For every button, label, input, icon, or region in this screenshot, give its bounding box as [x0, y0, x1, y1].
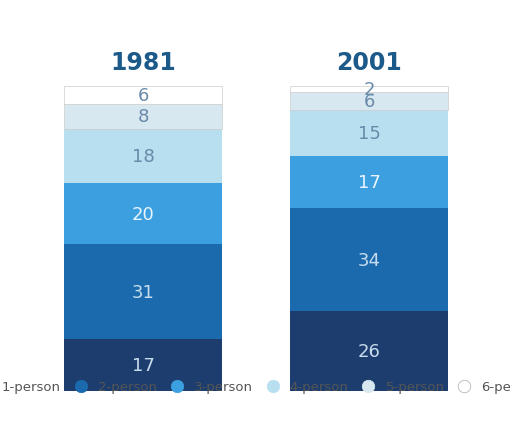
Text: 8: 8 [137, 108, 148, 126]
Text: 34: 34 [357, 251, 380, 269]
Text: 15: 15 [357, 125, 380, 143]
Text: 31: 31 [132, 283, 155, 301]
Text: 1981: 1981 [110, 51, 176, 75]
Text: 20: 20 [132, 205, 154, 224]
Bar [290, 208, 447, 312]
Text: 26: 26 [357, 342, 380, 360]
Bar [65, 184, 222, 245]
Text: 2: 2 [364, 81, 375, 99]
Text: 17: 17 [357, 174, 380, 191]
Bar [65, 129, 222, 184]
Bar [65, 245, 222, 339]
Bar [65, 87, 222, 105]
Bar [290, 93, 447, 111]
Bar [290, 157, 447, 208]
Bar [65, 339, 222, 391]
Text: 6: 6 [364, 93, 375, 111]
Legend: 1-person, 2-person, 3-person, 4-person, 5-person, 6-person: 1-person, 2-person, 3-person, 4-person, … [0, 375, 512, 398]
Bar [290, 111, 447, 157]
Text: 2001: 2001 [336, 51, 402, 75]
Text: 6: 6 [137, 87, 148, 105]
Text: 17: 17 [132, 356, 155, 374]
Bar [290, 312, 447, 391]
Bar [290, 87, 447, 93]
Bar [65, 105, 222, 129]
Text: 18: 18 [132, 148, 154, 166]
